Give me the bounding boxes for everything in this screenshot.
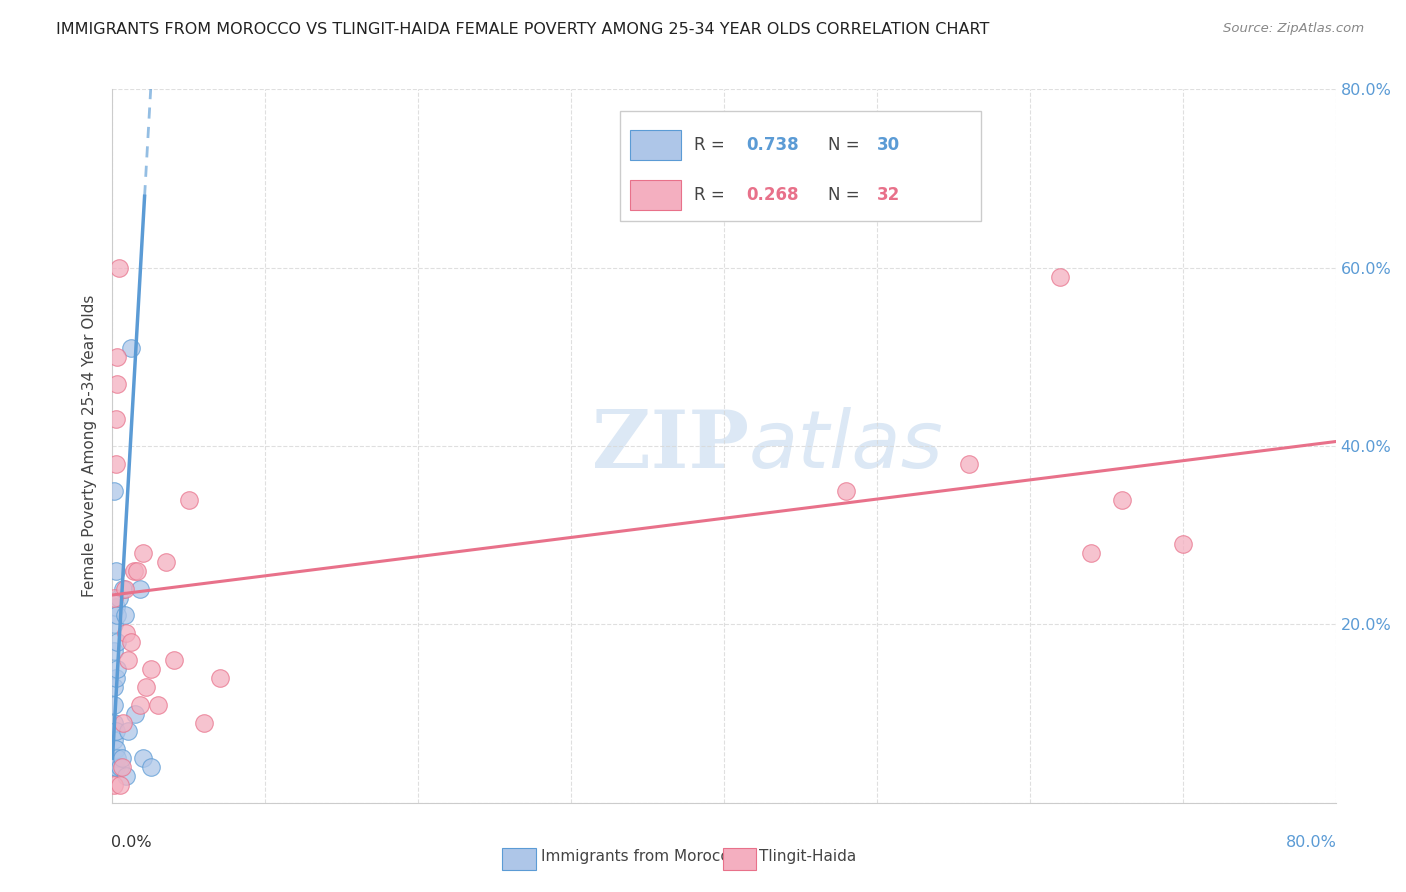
Point (957, 457, 980, 471)
Text: Tlingit-Haida: Tlingit-Haida (759, 849, 856, 863)
Text: 32: 32 (877, 186, 900, 203)
Point (148, 698, 170, 712)
Point (104, 760, 127, 774)
Point (104, 599, 127, 614)
Point (117, 653, 139, 667)
Point (103, 591, 125, 605)
Point (103, 715, 125, 730)
Point (105, 608, 128, 623)
Point (103, 698, 125, 712)
Point (104, 564, 127, 578)
Point (129, 582, 152, 596)
FancyBboxPatch shape (630, 180, 682, 210)
Point (104, 671, 127, 685)
Point (103, 733, 125, 747)
Point (111, 760, 134, 774)
Point (105, 376, 128, 391)
Text: ZIP: ZIP (592, 407, 748, 485)
Text: IMMIGRANTS FROM MOROCCO VS TLINGIT-HAIDA FEMALE POVERTY AMONG 25-34 YEAR OLDS CO: IMMIGRANTS FROM MOROCCO VS TLINGIT-HAIDA… (56, 22, 990, 37)
Point (114, 608, 136, 623)
Point (835, 483, 858, 498)
Point (120, 341, 142, 355)
Point (114, 582, 136, 596)
Text: 0.738: 0.738 (747, 136, 799, 153)
Point (104, 742, 127, 756)
FancyBboxPatch shape (630, 130, 682, 160)
Text: atlas: atlas (748, 407, 943, 485)
Point (107, 591, 129, 605)
Point (135, 680, 157, 694)
Point (115, 769, 138, 783)
Point (132, 751, 155, 765)
Point (115, 626, 138, 640)
Text: 0.0%: 0.0% (111, 835, 152, 850)
Point (105, 662, 128, 676)
Point (108, 778, 131, 792)
Point (104, 457, 127, 471)
Point (163, 653, 186, 667)
Point (103, 778, 125, 792)
Point (105, 635, 128, 649)
Text: R =: R = (693, 136, 730, 153)
Point (103, 644, 125, 658)
Point (139, 760, 162, 774)
Point (120, 635, 142, 649)
Point (111, 751, 134, 765)
Point (125, 564, 148, 578)
Point (1171, 537, 1194, 551)
Point (132, 546, 155, 560)
Point (103, 680, 125, 694)
Text: N =: N = (828, 136, 865, 153)
Point (105, 350, 128, 364)
Text: Source: ZipAtlas.com: Source: ZipAtlas.com (1223, 22, 1364, 36)
Point (104, 724, 127, 739)
Point (105, 751, 128, 765)
Text: 30: 30 (877, 136, 900, 153)
Point (117, 724, 139, 739)
Text: 0.268: 0.268 (747, 186, 799, 203)
Point (124, 706, 146, 721)
Y-axis label: Female Poverty Among 25-34 Year Olds: Female Poverty Among 25-34 Year Olds (82, 295, 97, 597)
Text: N =: N = (828, 186, 865, 203)
Point (103, 483, 125, 498)
Point (108, 760, 131, 774)
Point (112, 582, 135, 596)
Point (1111, 492, 1133, 507)
Point (129, 698, 152, 712)
Point (1080, 546, 1102, 560)
FancyBboxPatch shape (620, 111, 981, 221)
Point (1049, 269, 1071, 284)
Point (104, 412, 127, 426)
Point (103, 760, 125, 774)
Text: Immigrants from Morocco: Immigrants from Morocco (541, 849, 738, 863)
Text: 80.0%: 80.0% (1286, 835, 1337, 850)
Point (107, 260, 129, 275)
Point (112, 715, 135, 730)
Point (208, 671, 231, 685)
Point (193, 715, 215, 730)
Point (103, 617, 125, 632)
Point (177, 492, 200, 507)
Text: R =: R = (693, 186, 730, 203)
Point (139, 662, 162, 676)
Point (122, 564, 145, 578)
Point (155, 555, 177, 569)
